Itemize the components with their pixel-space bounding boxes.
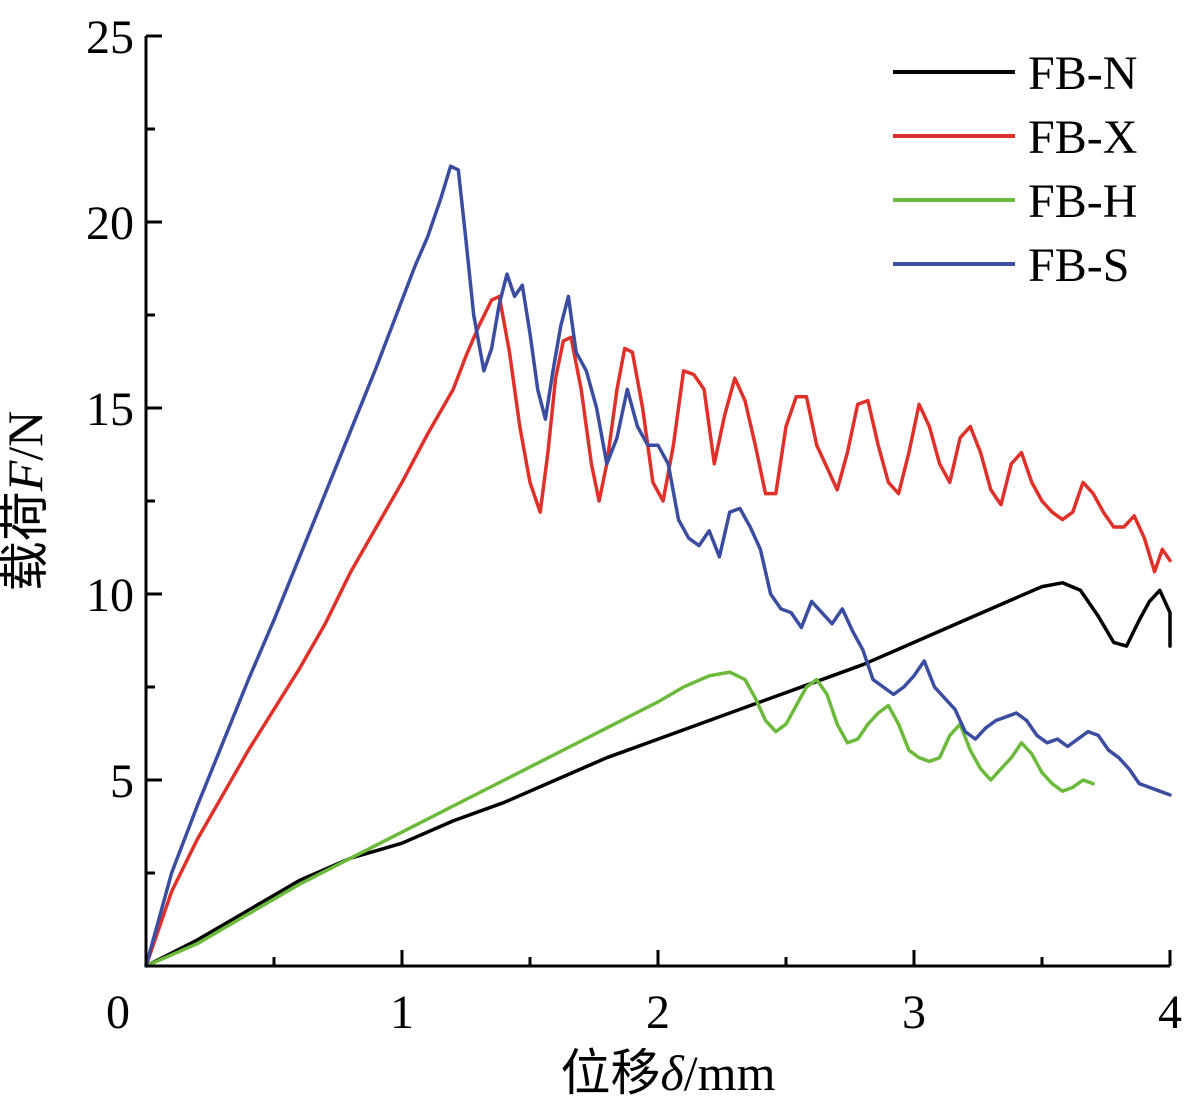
- origin-label: 0: [106, 986, 130, 1039]
- legend-label-fb-n: FB-N: [1028, 47, 1137, 100]
- series-layer: [144, 164, 1172, 968]
- legend: FB-N FB-X FB-H FB-S: [893, 47, 1137, 292]
- tick-labels: 0 1 2 3 4 5 10 15 20 25: [86, 11, 1182, 1039]
- series-line-fb-h: [144, 670, 1095, 968]
- y-tick-label: 25: [86, 11, 134, 64]
- legend-label-fb-s: FB-S: [1028, 239, 1129, 292]
- x-axis-title: 位移δ/mm: [561, 1045, 776, 1101]
- x-tick-label: 1: [390, 986, 414, 1039]
- y-axis-title: 载荷F/N: [0, 411, 53, 592]
- y-tick-label: 15: [86, 383, 134, 436]
- axes: [144, 34, 1172, 968]
- series-line-fb-x: [144, 294, 1172, 968]
- y-tick-label: 20: [86, 197, 134, 250]
- legend-label-fb-x: FB-X: [1028, 111, 1137, 164]
- y-tick-label: 10: [86, 569, 134, 622]
- x-tick-label: 2: [646, 986, 670, 1039]
- series-line-fb-s: [144, 164, 1172, 968]
- y-tick-label: 5: [110, 755, 134, 808]
- legend-label-fb-h: FB-H: [1028, 175, 1137, 228]
- x-tick-label: 3: [902, 986, 926, 1039]
- x-tick-label: 4: [1158, 986, 1182, 1039]
- series-line-fb-n: [144, 581, 1172, 968]
